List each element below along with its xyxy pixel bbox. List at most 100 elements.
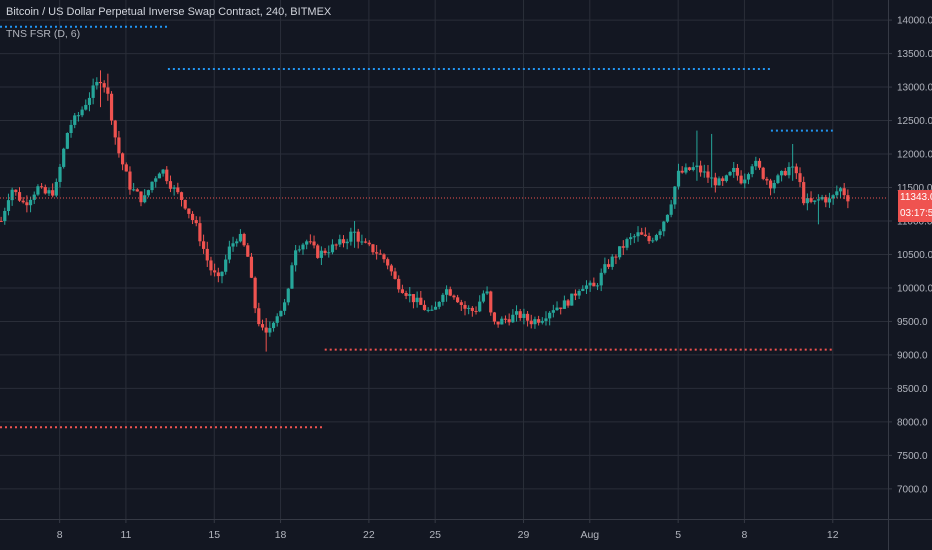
candle-body (765, 178, 769, 181)
x-tick-label: 22 (363, 529, 375, 541)
candle-body (772, 182, 776, 189)
candle-body (32, 194, 36, 200)
y-tick-label: 9500.0 (897, 317, 928, 328)
candle-body (474, 310, 478, 312)
y-tick-label: 10000.0 (897, 283, 932, 294)
y-tick-label: 14000.0 (897, 16, 932, 27)
candle-body (323, 250, 327, 254)
candle-body (275, 316, 279, 323)
candle-body (467, 307, 471, 309)
candle-body (489, 291, 493, 313)
candle-body (84, 104, 88, 110)
candle-body (400, 289, 404, 293)
candle-body (702, 171, 706, 173)
candle-body (746, 174, 751, 180)
candle-body (375, 252, 379, 254)
candle-body (478, 301, 482, 312)
candle-body (76, 115, 81, 117)
candle-body (165, 169, 169, 182)
x-tick-label: 12 (827, 529, 839, 541)
candle-body (47, 190, 51, 194)
candle-body (21, 200, 25, 203)
candle-body (426, 309, 430, 311)
x-tick-label: 5 (675, 529, 681, 541)
candle-body (268, 328, 272, 333)
candle-body (842, 188, 846, 196)
y-tick-label: 13000.0 (897, 83, 932, 94)
candle-body (511, 314, 515, 323)
candle-body (305, 241, 309, 245)
candle-body (91, 85, 95, 98)
indicator-label[interactable]: TNS FSR (D, 6) (6, 28, 81, 40)
candle-body (573, 293, 578, 296)
candle-body (514, 311, 519, 315)
candle-body (614, 256, 618, 258)
candle-body (768, 180, 773, 189)
candle-body (492, 312, 497, 322)
candle-body (537, 319, 541, 323)
candle-body (371, 244, 375, 253)
candle-body (835, 191, 839, 196)
candle-body (581, 288, 585, 291)
candle-body (496, 321, 500, 325)
y-tick-label: 10500.0 (897, 250, 932, 261)
candle-body (143, 195, 147, 203)
candle-body (717, 178, 721, 186)
candle-body (485, 291, 489, 294)
last-price-badge: 11343.0 (898, 190, 932, 207)
candle-body (363, 241, 368, 243)
candle-body (257, 308, 261, 325)
x-tick-label: 8 (57, 529, 63, 541)
candle-body (651, 240, 655, 242)
y-tick-label: 9000.0 (897, 350, 928, 361)
candle-body (102, 83, 106, 88)
candle-body (17, 192, 22, 201)
x-tick-label: 29 (518, 529, 530, 541)
candle-body (422, 304, 427, 311)
candle-body (117, 137, 121, 154)
candle-body (301, 244, 305, 250)
candle-body (500, 318, 504, 325)
candle-body (824, 197, 828, 203)
candle-body (297, 249, 301, 251)
candle-body (231, 243, 235, 247)
candle-body (198, 223, 202, 242)
candle-body (699, 165, 703, 173)
candle-body (290, 265, 294, 289)
candle-body (518, 311, 522, 318)
candle-body (227, 246, 231, 260)
candle-body (540, 320, 544, 323)
candle-body (713, 177, 717, 186)
candle-body (260, 324, 265, 328)
countdown-badge: 03:17:54 (898, 206, 932, 223)
y-tick-label: 12500.0 (897, 116, 932, 127)
candle-body (684, 167, 688, 173)
candle-body (691, 167, 695, 170)
y-tick-label: 8000.0 (897, 417, 928, 428)
candle-body (452, 295, 456, 298)
candle-body (327, 252, 331, 254)
candle-body (341, 239, 346, 244)
candle-body (120, 153, 125, 165)
candle-body (827, 198, 832, 203)
candle-body (14, 189, 18, 193)
candle-body (577, 290, 581, 296)
candle-body (36, 186, 40, 195)
candle-body (249, 256, 254, 278)
candle-body (791, 166, 795, 168)
candle-body (10, 189, 14, 201)
candle-body (179, 192, 184, 200)
candle-body (338, 239, 342, 245)
candle-body (411, 294, 416, 303)
candle-body (345, 241, 349, 244)
candle-body (647, 235, 651, 242)
candle-body (662, 221, 666, 232)
x-tick-label: 18 (275, 529, 287, 541)
candle-body (640, 232, 644, 235)
candle-body (610, 256, 614, 267)
candle-body (687, 167, 692, 170)
candle-body (743, 179, 747, 184)
candle-body (724, 175, 728, 182)
